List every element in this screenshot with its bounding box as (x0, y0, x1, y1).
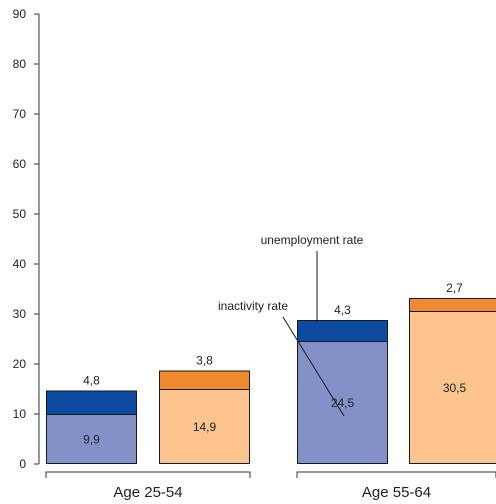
bar-outline (46, 390, 137, 464)
bar-unemployment-segment (159, 370, 250, 390)
bar-outline (409, 298, 496, 464)
y-tick-label: 60 (13, 157, 27, 171)
inactivity-value-label: 9,9 (83, 432, 100, 446)
group-label: Age 25-54 (113, 484, 182, 501)
inactivity-leader-line (282, 316, 345, 417)
y-axis: 0 10 20 30 40 50 60 70 80 90 (13, 7, 40, 471)
y-tick-label: 40 (13, 257, 27, 271)
unemployment-value-label: 3,8 (196, 354, 213, 368)
y-tick-label: 90 (13, 7, 27, 21)
bar-inactivity-segment (46, 414, 137, 464)
bar-unemployment-segment (46, 390, 137, 415)
bar-outline (297, 320, 388, 464)
bars (46, 298, 496, 464)
inactivity-rate-annotation: inactivity rate (218, 299, 288, 313)
y-tick-label: 50 (13, 207, 27, 221)
y-tick-label: 20 (13, 357, 27, 371)
bar-outline (159, 370, 250, 464)
y-tick-label: 0 (19, 457, 26, 471)
bar-unemployment-segment (297, 320, 388, 342)
unemployment-value-label: 2,7 (446, 281, 463, 295)
y-tick-label: 80 (13, 57, 27, 71)
value-labels: 9,9 4,8 14,9 3,8 24,5 4,3 30,5 2,7 (83, 281, 466, 446)
bar-inactivity-segment (159, 389, 250, 464)
y-tick-label: 30 (13, 307, 27, 321)
unemployment-value-label: 4,8 (83, 374, 100, 388)
unemployment-rate-annotation: unemployment rate (261, 233, 364, 247)
unemployment-value-label: 4,3 (334, 303, 351, 317)
inactivity-value-label: 14,9 (193, 420, 217, 434)
inactivity-value-label: 24,5 (331, 396, 355, 410)
group-label: Age 55-64 (362, 484, 431, 501)
group-labels: Age 25-54 Age 55-64 (45, 471, 496, 501)
bar-unemployment-segment (409, 298, 496, 312)
bar-inactivity-segment (297, 341, 388, 464)
inactivity-value-label: 30,5 (443, 381, 467, 395)
group-bracket (45, 471, 251, 478)
group-bracket (296, 471, 496, 478)
y-tick-label: 70 (13, 107, 27, 121)
annotations: unemployment rate inactivity rate (218, 233, 364, 417)
bar-inactivity-segment (409, 311, 496, 464)
y-tick-label: 10 (13, 407, 27, 421)
